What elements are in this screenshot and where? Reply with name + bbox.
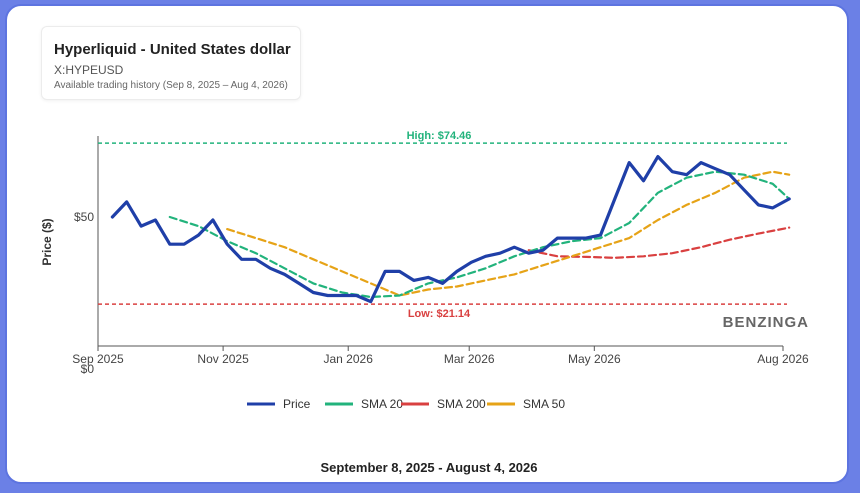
y-axis-label: Price ($) [40,218,54,265]
series-sma-50-line [226,170,791,297]
x-tick-label: May 2026 [568,352,621,366]
chart-history-note: Available trading history (Sep 8, 2025 –… [54,80,288,91]
series-sma-20-line [168,170,791,299]
x-tick-label: Nov 2025 [197,352,249,366]
legend-label: Price [283,397,311,411]
price-chart: Sep 2025 Nov 2025 Jan 2026 Mar 2026 May 2026… [40,130,809,411]
series-lines [110,155,791,304]
legend-item-price[interactable]: Price [247,397,311,411]
series-price-line [110,155,791,304]
chart-title: Hyperliquid - United States dollar [54,41,291,58]
watermark: BENZINGA [723,314,809,331]
legend-item-sma-20[interactable]: SMA 20 [325,397,403,411]
title-card: Hyperliquid - United States dollar X:HYP… [41,26,301,100]
chart-symbol: X:HYPEUSD [54,63,124,77]
legend[interactable]: Price SMA 20 SMA 200 SMA 50 [247,397,565,411]
legend-label: SMA 50 [523,397,565,411]
high-label: High: $74.46 [407,130,472,142]
x-tick-label: Sep 2025 [72,352,124,366]
series-sma-200-line [527,226,791,259]
annotations: High: $74.46 Low: $21.14 [98,130,787,320]
y-tick-label: $50 [74,210,94,224]
legend-label: SMA 200 [437,397,486,411]
date-range-footer: September 8, 2025 - August 4, 2026 [320,460,538,475]
axes: Sep 2025 Nov 2025 Jan 2026 Mar 2026 May 2026… [40,136,809,376]
legend-item-sma-200[interactable]: SMA 200 [401,397,486,411]
y-tick-label: $0 [81,362,95,376]
x-tick-label: Jan 2026 [324,352,374,366]
x-tick-label: Aug 2026 [757,352,809,366]
legend-label: SMA 20 [361,397,403,411]
x-tick-label: Mar 2026 [444,352,495,366]
chart-frame: Hyperliquid - United States dollar X:HYP… [5,4,849,484]
low-label: Low: $21.14 [408,308,471,320]
legend-item-sma-50[interactable]: SMA 50 [487,397,565,411]
